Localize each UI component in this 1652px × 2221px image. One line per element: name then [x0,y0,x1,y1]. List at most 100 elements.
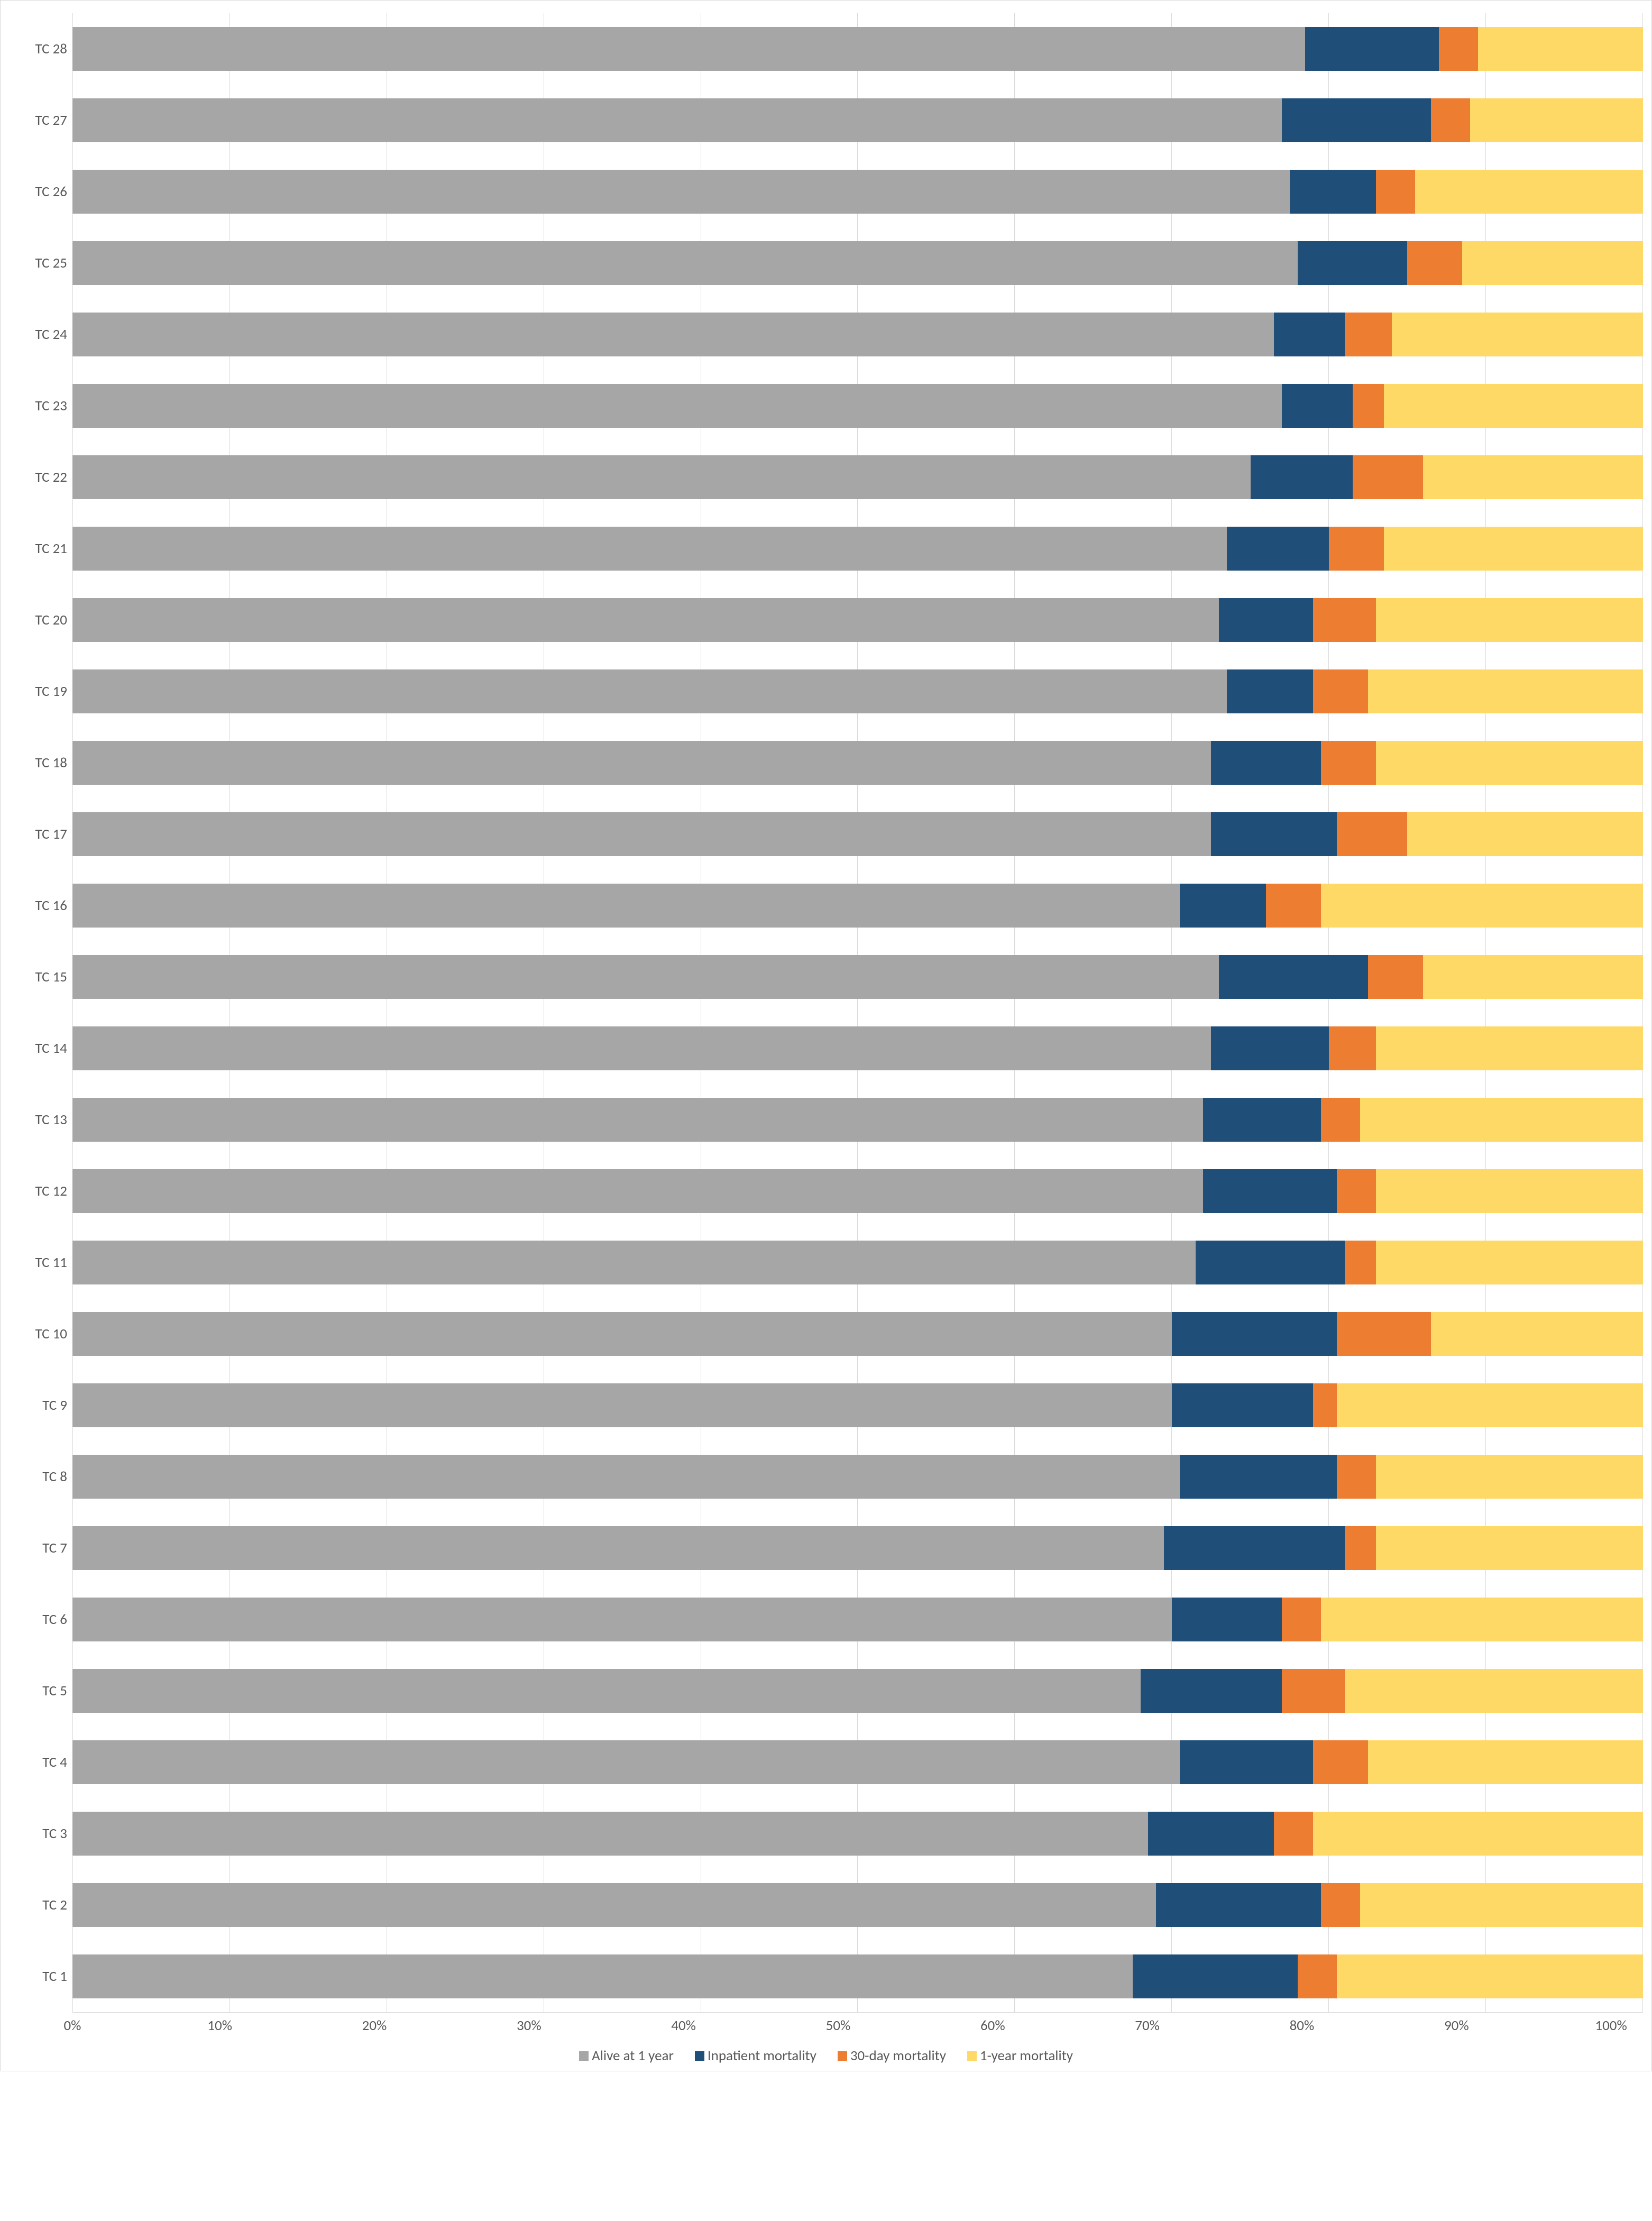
bar-segment-day30 [1345,1241,1376,1285]
bar-segment-day30 [1282,1598,1321,1642]
bar-row [72,227,1643,299]
y-axis-label: TC 6 [9,1584,67,1655]
bar-row [72,1584,1643,1655]
bar-segment-year1 [1376,741,1643,785]
bar-row [72,1155,1643,1227]
bar-segment-alive [72,1455,1180,1499]
y-axis-label: TC 19 [9,656,67,727]
y-axis-label: TC 16 [9,870,67,941]
legend-item: Inpatient mortality [695,2047,816,2064]
bar-segment-inpatient [1290,170,1376,214]
y-axis-label: TC 24 [9,299,67,370]
bar-segment-inpatient [1203,1169,1336,1214]
stacked-bar [72,455,1643,500]
bar-segment-year1 [1470,98,1643,143]
bar-segment-day30 [1321,1883,1360,1928]
bar-segment-day30 [1313,669,1368,714]
y-axis-label: TC 11 [9,1227,67,1298]
bar-row [72,299,1643,370]
bar-row [72,1298,1643,1370]
chart-container: TC 28TC 27TC 26TC 25TC 24TC 23TC 22TC 21… [0,0,1652,2071]
bar-segment-year1 [1431,1312,1643,1356]
bar-segment-inpatient [1172,1312,1337,1356]
bar-segment-alive [72,669,1227,714]
stacked-bar [72,1526,1643,1571]
bar-segment-day30 [1337,1169,1376,1214]
bar-row [72,1441,1643,1512]
y-axis-label: TC 5 [9,1655,67,1727]
y-axis-label: TC 10 [9,1298,67,1370]
bar-segment-alive [72,1954,1133,1999]
y-axis-label: TC 17 [9,799,67,870]
bar-segment-year1 [1313,1812,1643,1856]
bar-segment-day30 [1321,1098,1360,1142]
legend: Alive at 1 yearInpatient mortality30-day… [9,2047,1643,2064]
bar-segment-alive [72,884,1180,928]
bar-segment-inpatient [1211,1026,1329,1071]
bar-row [72,941,1643,1013]
y-axis-label: TC 8 [9,1441,67,1512]
legend-swatch [838,2051,847,2061]
stacked-bar [72,313,1643,357]
bar-segment-alive [72,1241,1196,1285]
bar-segment-alive [72,1383,1172,1428]
bar-row [72,1655,1643,1727]
y-axis-label: TC 14 [9,1013,67,1084]
bar-segment-year1 [1384,384,1643,428]
bar-segment-year1 [1376,1169,1643,1214]
bar-segment-inpatient [1211,812,1337,857]
stacked-bar [72,1883,1643,1928]
bar-segment-year1 [1376,1241,1643,1285]
bar-segment-year1 [1415,170,1643,214]
y-axis-label: TC 2 [9,1869,67,1941]
y-axis-label: TC 3 [9,1798,67,1869]
bar-row [72,870,1643,941]
bar-segment-alive [72,1669,1141,1713]
bar-row [72,1370,1643,1441]
legend-item: 1-year mortality [967,2047,1073,2064]
bar-segment-day30 [1282,1669,1345,1713]
stacked-bar [72,1098,1643,1142]
bar-segment-alive [72,741,1211,785]
bar-segment-alive [72,527,1227,571]
stacked-bar [72,1455,1643,1499]
stacked-bar [72,955,1643,999]
x-axis-tick: 10% [207,2017,232,2034]
stacked-bar [72,1598,1643,1642]
bar-segment-inpatient [1180,1740,1313,1785]
y-axis-label: TC 28 [9,13,67,85]
bar-segment-day30 [1313,1383,1337,1428]
legend-label: 1-year mortality [980,2047,1073,2064]
bar-row [72,442,1643,513]
bar-segment-year1 [1392,313,1643,357]
y-axis-label: TC 7 [9,1512,67,1584]
bars-layer [72,13,1643,2012]
bar-segment-year1 [1321,884,1643,928]
bar-row [72,13,1643,85]
legend-label: Inpatient mortality [708,2047,816,2064]
bar-row [72,799,1643,870]
stacked-bar [72,1383,1643,1428]
bar-segment-day30 [1353,384,1384,428]
bar-segment-alive [72,598,1219,643]
stacked-bar [72,812,1643,857]
bar-segment-year1 [1376,1026,1643,1071]
plot-row: TC 28TC 27TC 26TC 25TC 24TC 23TC 22TC 21… [9,13,1643,2013]
bar-row [72,513,1643,584]
bar-segment-day30 [1353,455,1424,500]
legend-label: 30-day mortality [850,2047,946,2064]
y-axis-label: TC 26 [9,156,67,227]
stacked-bar [72,1812,1643,1856]
bar-segment-inpatient [1156,1883,1321,1928]
bar-segment-inpatient [1141,1669,1282,1713]
bar-segment-year1 [1462,241,1643,286]
bar-row [72,1941,1643,2012]
stacked-bar [72,598,1643,643]
bar-segment-alive [72,384,1282,428]
bar-segment-day30 [1313,598,1376,643]
bar-segment-year1 [1337,1954,1643,1999]
bar-segment-year1 [1478,27,1643,71]
bar-segment-alive [72,1883,1156,1928]
legend-swatch [579,2051,589,2061]
y-axis-label: TC 23 [9,370,67,442]
